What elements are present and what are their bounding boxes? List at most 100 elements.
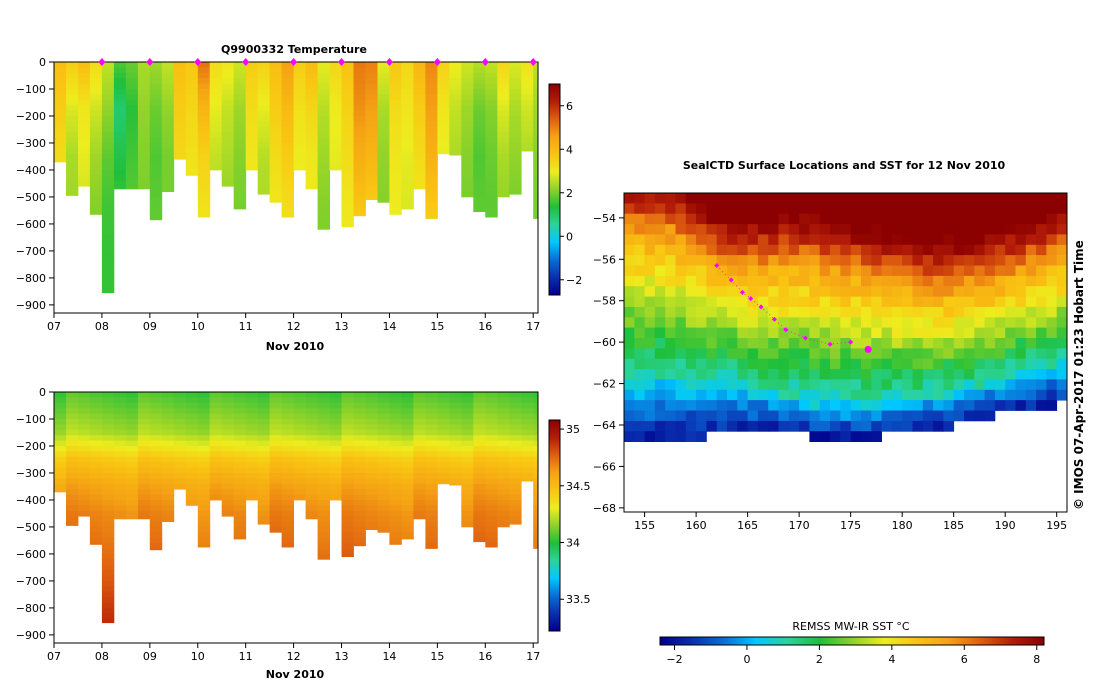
section-cell [113,83,127,90]
section-cell [485,207,498,214]
section-cell [425,494,438,501]
section-cell [89,105,103,111]
sst-cell [984,389,996,401]
sst-cell [716,213,728,225]
sst-cell [1005,306,1016,318]
section-cell [185,67,199,74]
section-cell [425,489,438,495]
sst-cell [665,265,676,277]
section-cell [293,446,306,452]
section-cell [473,516,486,522]
section-cell [401,526,414,533]
section-cell [365,424,378,431]
section-cell [521,440,534,447]
section-cell [497,164,510,171]
section-cell [305,505,318,512]
section-cell [509,473,522,479]
sst-cell [727,306,738,318]
sst-cell [727,410,738,422]
section-cell [137,494,151,501]
section-cell [54,413,67,420]
sst-cell [685,213,697,225]
section-cell [521,413,534,420]
sst-cell [953,234,965,246]
section-cell [149,392,163,398]
sst-cell [902,296,913,308]
section-cell [125,483,139,490]
section-cell [377,446,390,452]
section-cell [425,505,438,512]
section-cell [89,424,103,431]
sst-cell [943,286,955,297]
section-cell [425,532,438,539]
section-cell [449,110,462,117]
section-cell [509,440,522,447]
section-cell [293,456,306,463]
section-cell [497,408,510,414]
sst-cell [654,244,666,256]
section-cell [449,440,462,447]
sst-cell [737,420,748,432]
sst-cell [984,410,996,422]
section-cell [101,62,115,68]
section-cell [317,408,330,414]
y-tick-label: −62 [593,378,616,391]
sst-cell [819,193,831,204]
section-cell [485,72,498,79]
section-cell [389,207,402,214]
sst-cell [974,203,985,215]
sst-cell [943,358,955,370]
section-cell [485,67,498,74]
section-cell [461,500,474,506]
sst-cell [891,369,903,380]
sst-cell [830,203,841,215]
section-cell [221,413,235,420]
section-cell [161,424,175,431]
sst-cell [799,348,810,360]
sst-cell [757,410,769,422]
sst-cell [675,389,687,401]
section-cell [101,99,115,106]
section-cell [293,67,306,74]
sst-cell [644,275,656,287]
section-cell [389,483,402,490]
section-cell [401,419,414,425]
section-cell [341,456,354,463]
section-cell [233,143,247,149]
section-cell [341,116,354,122]
section-cell [425,440,438,447]
sst-cell [943,213,955,225]
section-cell [437,456,450,463]
sst-cell [747,327,759,339]
section-cell [137,402,151,409]
sst-cell [819,203,831,215]
section-cell [221,164,235,171]
sst-cell [737,255,748,266]
section-cell [353,537,366,544]
sst-cell [737,265,748,277]
sst-cell [665,306,676,318]
section-cell [401,424,414,431]
section-cell [401,446,414,452]
section-cell [197,435,211,441]
sst-cell [768,338,779,349]
section-cell [149,218,163,221]
section-cell [269,429,282,436]
sst-cell [675,286,687,297]
sst-cell [964,327,975,339]
section-cell [113,483,127,490]
section-cell [365,62,378,68]
section-cell [509,132,522,138]
section-cell [317,62,330,68]
section-cell [101,618,115,624]
section-cell [401,467,414,474]
sst-cell [953,213,965,225]
section-cell [317,94,330,101]
sst-cell [644,255,656,266]
sst-cell [984,224,996,235]
sst-cell [654,286,666,297]
section-cell [54,456,67,463]
section-cell [437,89,450,95]
section-cell [221,440,235,447]
section-cell [497,99,510,106]
